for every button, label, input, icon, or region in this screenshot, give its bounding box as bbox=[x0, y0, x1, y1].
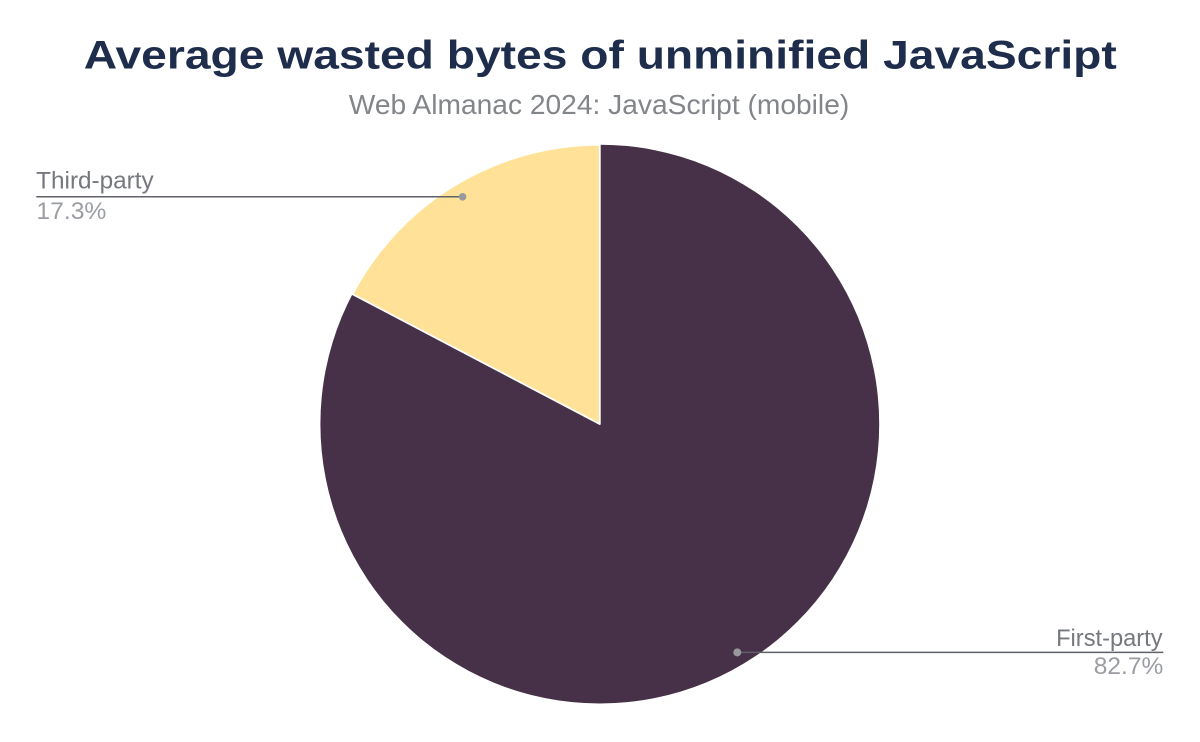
svg-text:Third-party: Third-party bbox=[36, 168, 154, 195]
svg-text:82.7%: 82.7% bbox=[1094, 653, 1164, 680]
svg-text:17.3%: 17.3% bbox=[36, 198, 106, 225]
svg-text:Web Almanac 2024: JavaScript (: Web Almanac 2024: JavaScript (mobile) bbox=[349, 89, 850, 120]
svg-text:First-party: First-party bbox=[1056, 625, 1163, 652]
svg-text:Average wasted bytes of unmini: Average wasted bytes of unminified JavaS… bbox=[84, 34, 1117, 78]
